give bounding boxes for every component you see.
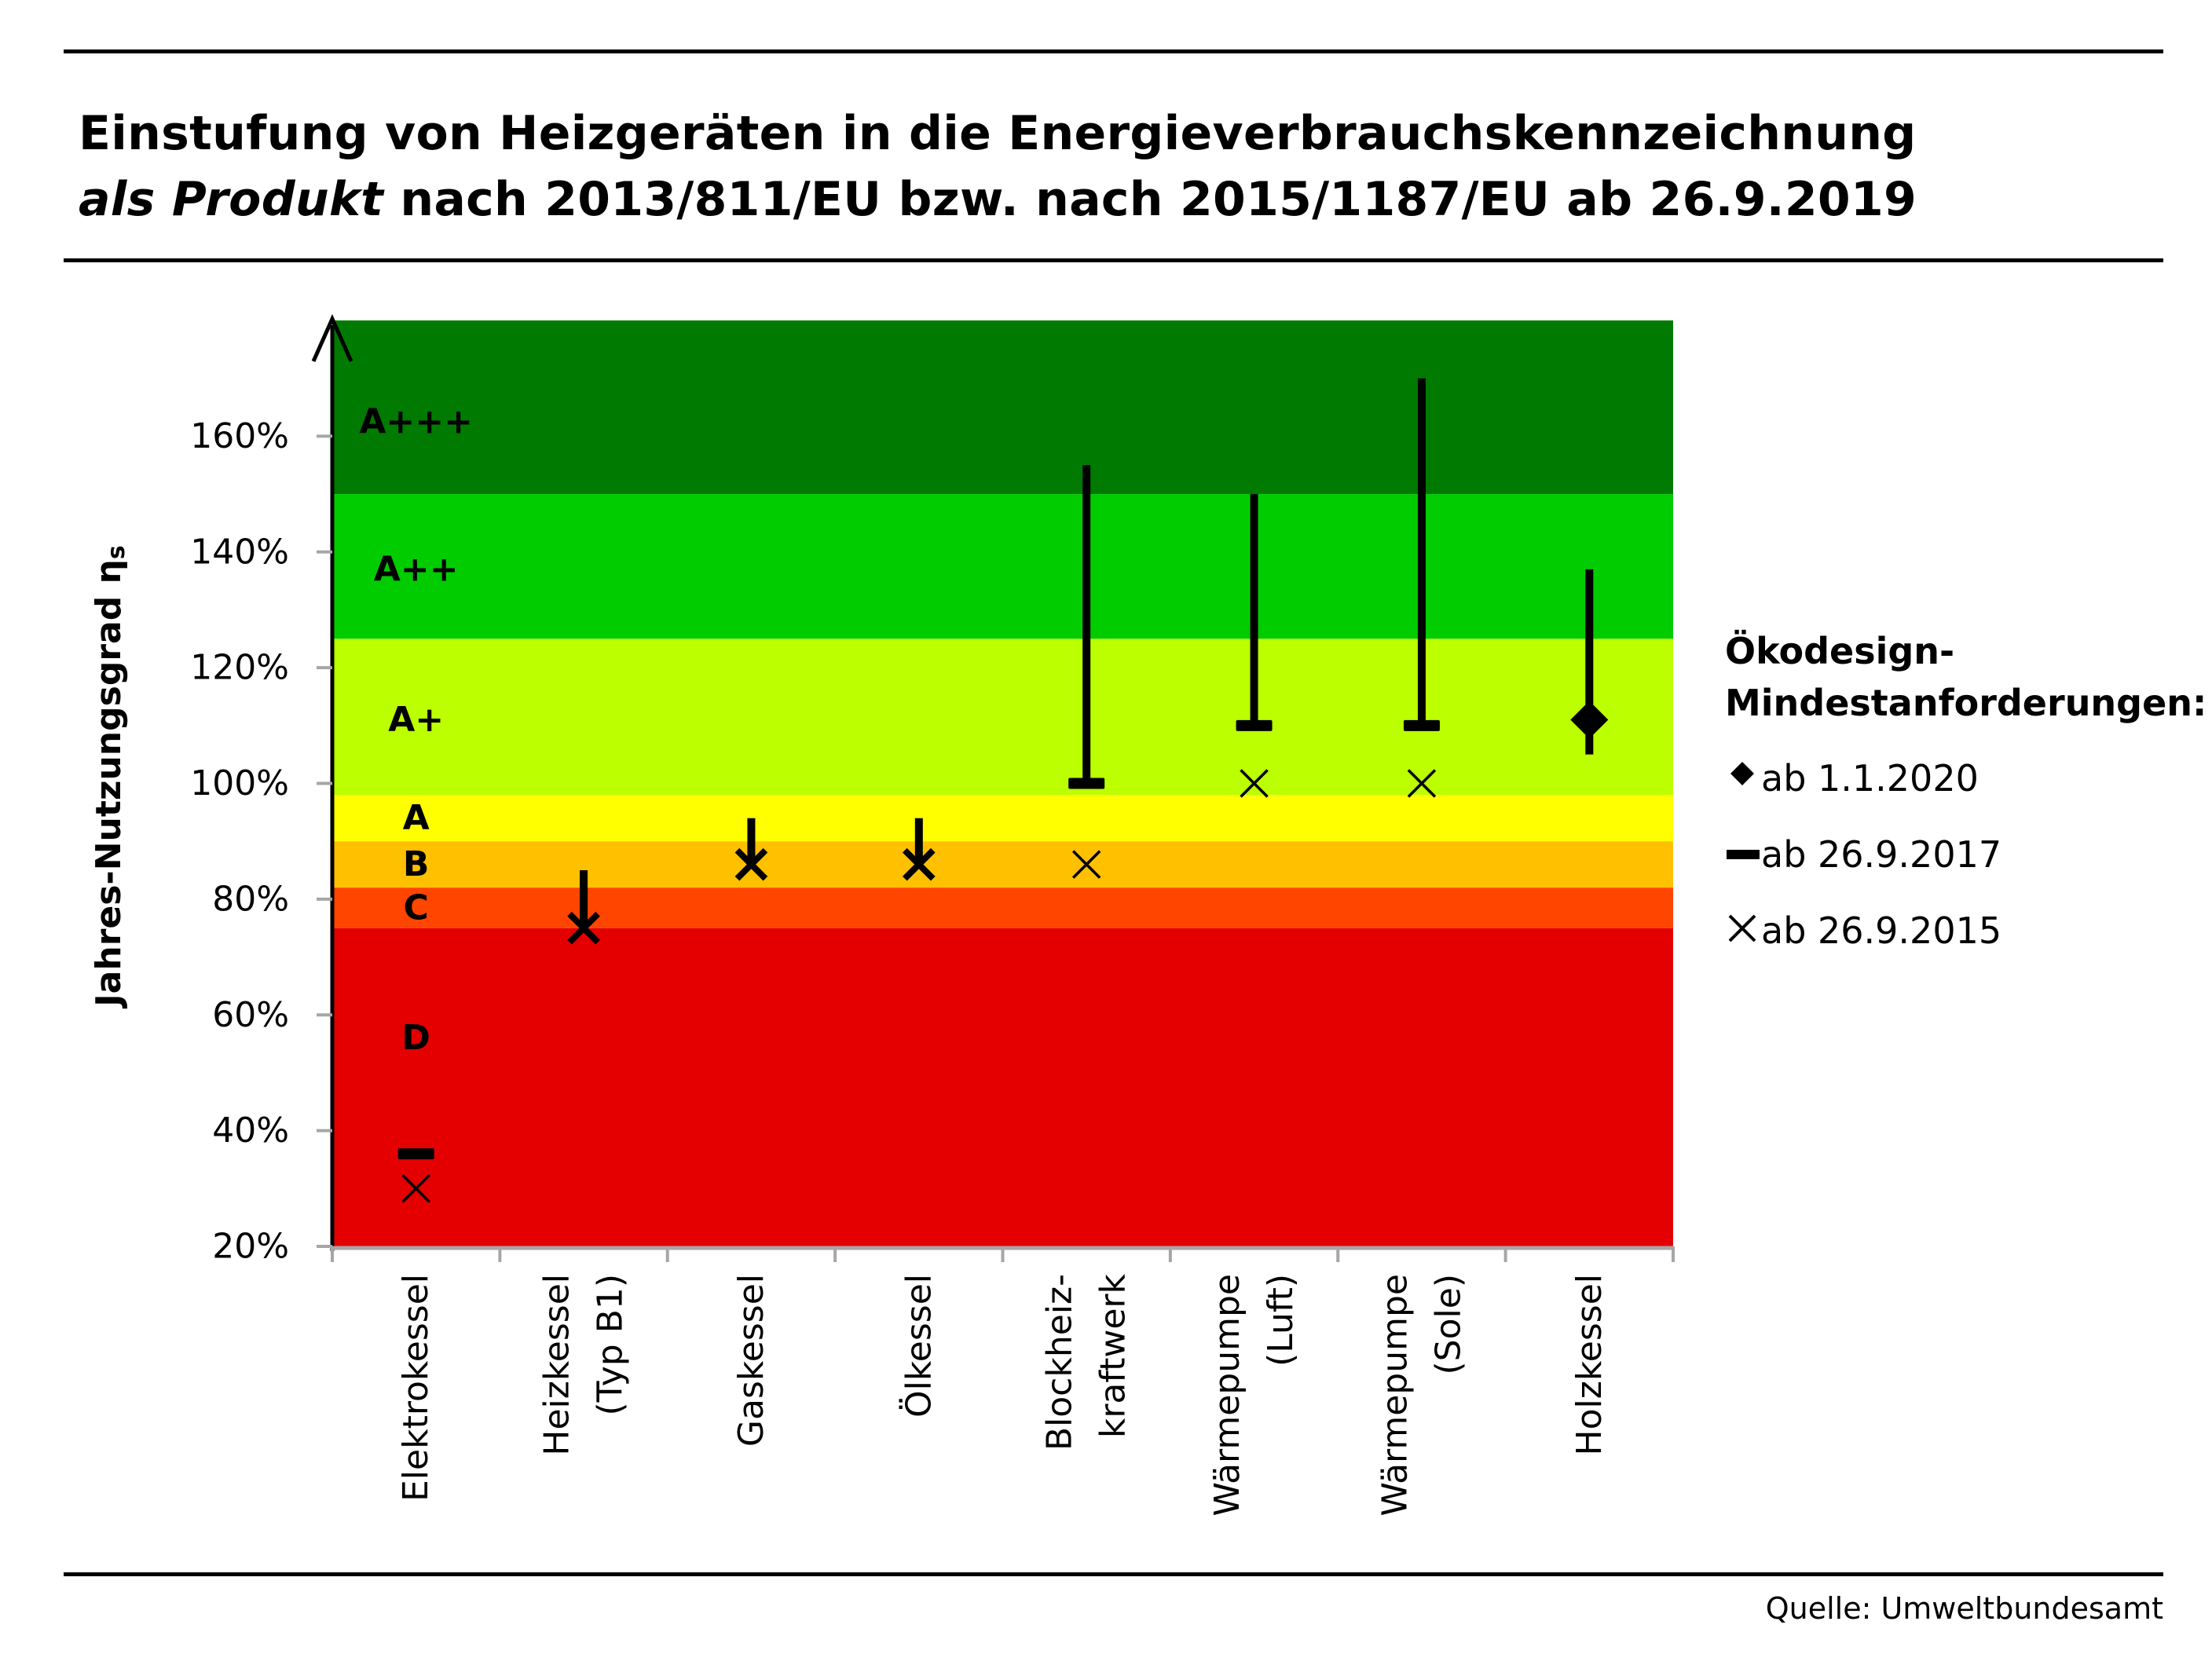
y-tick-label: 100% xyxy=(190,763,289,803)
top-rule xyxy=(64,49,2163,53)
y-tick-label: 40% xyxy=(212,1111,289,1151)
title-line-1: Einstufung von Heizgeräten in die Energi… xyxy=(79,106,1917,161)
title-italic-part: als Produkt xyxy=(79,172,384,227)
bar-marker xyxy=(1068,778,1105,789)
diamond-marker-icon xyxy=(1730,762,1754,785)
x-category-label: Heizkessel xyxy=(537,1274,577,1456)
y-tick-label: 160% xyxy=(190,416,289,456)
x-category-label: (Typ B1) xyxy=(591,1274,631,1416)
cross-marker-icon xyxy=(1728,914,1756,942)
x-category-label: Gaskessel xyxy=(731,1274,771,1447)
bar-marker xyxy=(1236,719,1273,731)
chart-svg: D CBA A+ A++ A+++ 20% 40% 60% 80% 100% 120% 140% 160… xyxy=(89,313,1675,1517)
x-category-label: Wärmepumpe xyxy=(1207,1274,1247,1517)
bar-marker xyxy=(1403,719,1440,731)
band-label: A xyxy=(403,798,430,838)
band-label: D xyxy=(401,1018,430,1058)
y-tick-label: 140% xyxy=(190,532,289,572)
band-label: A++ xyxy=(374,549,459,589)
legend-heading-line-1: Ökodesign- xyxy=(1725,630,1955,672)
title-rest-part: nach 2013/811/EU bzw. nach 2015/1187/EU … xyxy=(383,172,1917,227)
x-category-label: Ölkessel xyxy=(898,1274,939,1418)
cross-marker xyxy=(1071,850,1101,879)
band-3 xyxy=(332,795,1673,842)
title-line-2: als Produkt nach 2013/811/EU bzw. nach 2… xyxy=(79,166,1917,232)
x-category-label: (Sole) xyxy=(1428,1274,1468,1374)
y-axis-title-subscript: s xyxy=(103,545,130,559)
cross-marker xyxy=(401,1174,430,1203)
band-5 xyxy=(332,494,1673,639)
band-4 xyxy=(332,639,1673,796)
y-tick-label: 120% xyxy=(190,648,289,688)
legend-item-cross: ab 26.9.2015 xyxy=(1725,897,2207,973)
band-label: C xyxy=(404,887,429,928)
cross-marker xyxy=(734,847,768,881)
y-axis-title: Jahres-Nutzungsgrad ηs xyxy=(89,545,130,1008)
x-category-label: kraftwerk xyxy=(1093,1273,1133,1438)
y-tick-label: 60% xyxy=(212,995,289,1035)
legend-label: ab 26.9.2017 xyxy=(1761,833,2002,876)
source-note: Quelle: Umweltbundesamt xyxy=(1765,1591,2163,1626)
legend: Ökodesign- Mindestanforderungen: ab 1.1.… xyxy=(1725,625,2207,973)
band-0 xyxy=(332,928,1673,1246)
y-tick-label: 20% xyxy=(212,1227,289,1267)
band-label: A+++ xyxy=(359,401,473,441)
x-category-label: Elektrokessel xyxy=(396,1274,436,1502)
bottom-rule xyxy=(64,1572,2163,1576)
chart-title: Einstufung von Heizgeräten in die Energi… xyxy=(79,101,1917,232)
band-label: B xyxy=(403,844,430,884)
cross-marker xyxy=(567,911,600,945)
band-label: A+ xyxy=(388,700,444,740)
legend-label: ab 26.9.2015 xyxy=(1761,909,2002,952)
diamond-marker xyxy=(1570,701,1609,739)
legend-heading-line-2: Mindestanforderungen: xyxy=(1725,682,2207,724)
cross-marker xyxy=(1407,769,1437,798)
title-rule xyxy=(64,258,2163,262)
x-category-label: Blockheiz- xyxy=(1040,1274,1080,1451)
x-category-label: Holzkessel xyxy=(1569,1274,1610,1455)
y-axis-arrow-icon xyxy=(311,313,353,363)
y-tick-label: 80% xyxy=(212,879,289,919)
band-1 xyxy=(332,887,1673,928)
x-category-label: Wärmepumpe xyxy=(1375,1274,1415,1517)
legend-item-diamond: ab 1.1.2020 xyxy=(1725,745,2207,821)
band-6 xyxy=(332,320,1673,495)
legend-item-bar: ab 26.9.2017 xyxy=(1725,821,2207,897)
legend-label: ab 1.1.2020 xyxy=(1761,757,1979,800)
bar-marker xyxy=(397,1148,434,1160)
x-category-label: (Luft) xyxy=(1261,1274,1301,1367)
cross-marker xyxy=(1240,769,1269,798)
legend-items: ab 1.1.2020 ab 26.9.2017 ab 26.9.2015 xyxy=(1725,745,2207,973)
band-2 xyxy=(332,841,1673,888)
y-axis-title-text: Jahres-Nutzungsgrad η xyxy=(89,559,129,1009)
cross-marker xyxy=(902,847,936,881)
bar-marker-icon xyxy=(1727,850,1760,859)
